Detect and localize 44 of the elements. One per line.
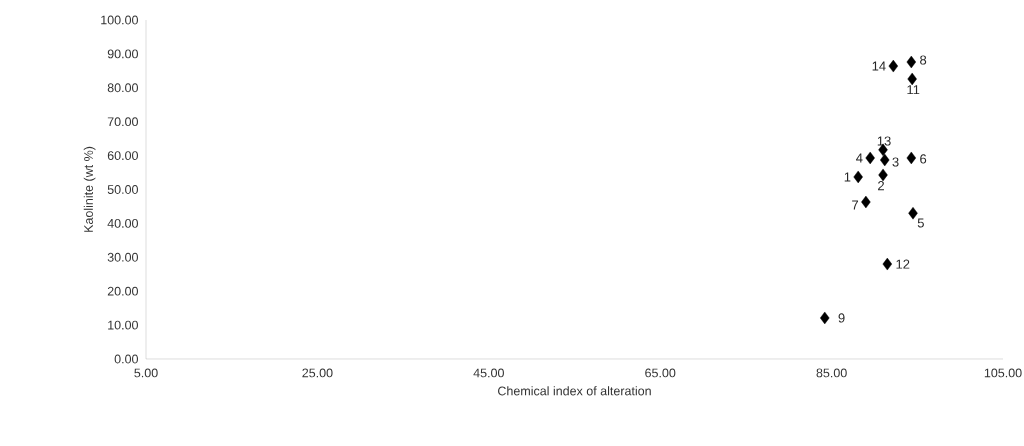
y-tick-label: 70.00 — [107, 117, 138, 127]
annotation: 9 — [838, 313, 845, 323]
annotation: 4 — [856, 153, 863, 163]
y-tick-label: 90.00 — [107, 49, 138, 59]
annotation: 8 — [920, 55, 927, 65]
y-tick-label: 30.00 — [107, 252, 138, 262]
point — [861, 195, 871, 209]
x-tick-label: 85.00 — [816, 368, 847, 378]
annotation: 7 — [852, 200, 859, 210]
x-axis-title: Chemical index of alteration — [498, 386, 651, 396]
annotation: 3 — [892, 157, 899, 167]
point — [906, 151, 917, 165]
x-tick-label: 65.00 — [645, 368, 676, 378]
annotation: 11 — [907, 85, 920, 95]
annotation: 2 — [878, 181, 884, 191]
y-tick-label: 0.00 — [114, 354, 139, 364]
y-axis-title: Kaolinite (wt %) — [83, 146, 96, 232]
annotation: 6 — [920, 154, 927, 164]
point — [853, 170, 863, 184]
y-tick-label: 40.00 — [107, 218, 138, 228]
y-tick-label: 10.00 — [108, 320, 138, 330]
x-tick-label: 25.00 — [302, 368, 333, 378]
y-tick-label: 80.00 — [107, 83, 138, 93]
y-tick-label: 50.00 — [107, 185, 138, 194]
annotation: 13 — [877, 136, 891, 146]
point — [878, 168, 888, 182]
x-tick-label: 5.00 — [134, 368, 158, 378]
point — [880, 153, 890, 167]
point — [907, 72, 917, 86]
point — [888, 59, 899, 73]
point — [865, 151, 875, 165]
y-tick-label: 20.00 — [107, 286, 138, 296]
point — [820, 311, 830, 325]
x-tick-label: 45.00 — [473, 368, 504, 378]
annotation: 1 — [844, 172, 851, 182]
y-tick-label: 60.00 — [107, 151, 138, 161]
point — [882, 257, 893, 271]
annotation: 12 — [896, 259, 910, 269]
x-tick-label: 105.00 — [984, 368, 1022, 378]
annotation: 5 — [917, 218, 924, 228]
y-tick-label: 100.00 — [101, 15, 138, 25]
annotation: 14 — [872, 61, 886, 71]
point — [908, 207, 918, 220]
point — [906, 55, 917, 69]
